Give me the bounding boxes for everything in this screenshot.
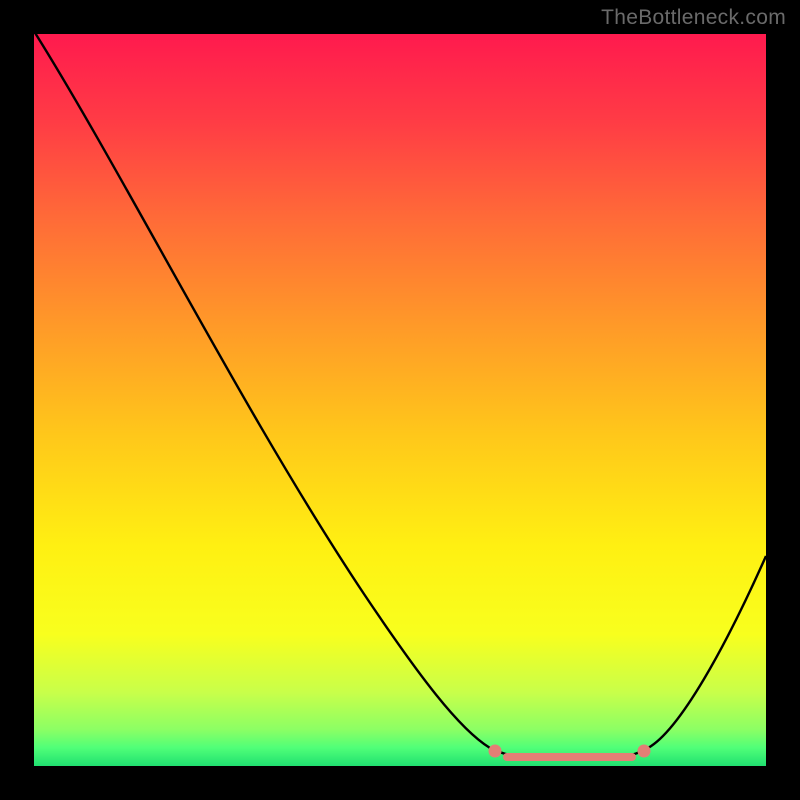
bottleneck-curve: [34, 34, 766, 757]
attribution-text: TheBottleneck.com: [601, 6, 786, 30]
curve-overlay: [34, 34, 766, 766]
range-marker-right: [638, 745, 651, 758]
range-marker-left: [489, 745, 502, 758]
chart-plot-area: [34, 34, 766, 766]
